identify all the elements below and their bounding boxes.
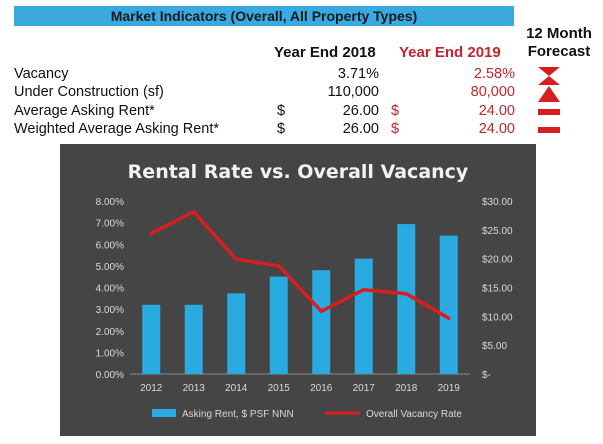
forecast-header: 12 Month Forecast (516, 25, 602, 61)
dash-flat-icon (538, 109, 560, 115)
currency-2018: $ (277, 103, 286, 119)
y-right-tick-label: $20.00 (482, 255, 513, 266)
x-tick-label: 2019 (438, 383, 461, 394)
bar-asking-rent (142, 304, 161, 374)
y-right-tick-label: $25.00 (482, 226, 513, 237)
indicator-label: Vacancy (14, 66, 69, 82)
value-2018: 3.71% (337, 66, 379, 82)
y-left-tick-label: 6.00% (96, 240, 124, 251)
bar-asking-rent (184, 304, 203, 374)
chart-panel: Rental Rate vs. Overall Vacancy 0.00% 1.00… (60, 144, 536, 436)
bar-asking-rent (439, 235, 458, 374)
y-left-tick-label: 2.00% (96, 327, 124, 338)
legend-label-asking-rent: Asking Rent, $ PSF NNN (182, 409, 294, 420)
value-2018: 26.00 (342, 121, 379, 137)
y-left-tick-label: 1.00% (96, 348, 124, 359)
legend-swatch-asking-rent (152, 409, 176, 417)
y-right-tick-label: $5.00 (482, 341, 507, 352)
value-2019: 24.00 (478, 103, 515, 119)
column-header-2019: Year End 2019 (399, 44, 501, 61)
y-right-tick-label: $10.00 (482, 312, 513, 323)
y-right-tick-label: $15.00 (482, 284, 513, 295)
value-2019: 80,000 (470, 84, 515, 100)
y-left-tick-label: 0.00% (96, 370, 124, 381)
x-tick-label: 2014 (225, 383, 248, 394)
y-left-tick-label: 4.00% (96, 284, 124, 295)
bar-asking-rent (227, 293, 246, 374)
x-tick-label: 2013 (183, 383, 206, 394)
forecast-header-line2: Forecast (527, 43, 591, 60)
dash-flat-icon (538, 127, 560, 133)
indicator-label: Weighted Average Asking Rent* (14, 121, 220, 137)
bar-asking-rent (269, 276, 288, 374)
y-right-tick-label: $30.00 (482, 197, 513, 208)
chart-svg: Rental Rate vs. Overall Vacancy 0.00% 1.00… (96, 161, 513, 420)
y-left-tick-label: 7.00% (96, 219, 124, 230)
bar-asking-rent (397, 224, 416, 374)
currency-2019: $ (391, 103, 400, 119)
chart-title: Rental Rate vs. Overall Vacancy (128, 161, 469, 183)
column-header-2018: Year End 2018 (274, 44, 376, 61)
indicator-row: Weighted Average Asking Rent* $26.00 $24.0… (0, 121, 603, 140)
hourglass-down-icon (538, 67, 560, 85)
currency-2019: $ (391, 121, 400, 137)
y-right-tick-label: $- (482, 370, 491, 381)
y-left-tick-label: 5.00% (96, 262, 124, 273)
x-tick-label: 2018 (395, 383, 418, 394)
indicator-label: Average Asking Rent* (14, 103, 155, 119)
value-2019: 24.00 (478, 121, 515, 137)
indicator-row: Average Asking Rent* $26.00 $24.00 (0, 103, 603, 122)
x-tick-label: 2015 (268, 383, 291, 394)
bar-asking-rent (312, 270, 331, 374)
market-indicators-banner: Market Indicators (Overall, All Property… (14, 6, 514, 26)
x-tick-label: 2017 (353, 383, 376, 394)
value-2018: 26.00 (342, 103, 379, 119)
line-overall-vacancy-rate (149, 210, 451, 320)
legend-label-vacancy-rate: Overall Vacancy Rate (366, 409, 462, 420)
indicator-row: Under Construction (sf) 110,000 80,000 (0, 84, 603, 103)
indicator-label: Under Construction (sf) (14, 84, 164, 100)
indicator-row: Vacancy 3.71% 2.58% (0, 66, 603, 85)
forecast-header-line1: 12 Month (526, 25, 592, 42)
x-tick-label: 2016 (310, 383, 333, 394)
triangle-up-icon (538, 86, 560, 102)
x-tick-label: 2012 (140, 383, 163, 394)
y-left-tick-label: 3.00% (96, 305, 124, 316)
bar-asking-rent (354, 258, 373, 374)
y-left-tick-label: 8.00% (96, 197, 124, 208)
value-2019: 2.58% (473, 66, 515, 82)
value-2018: 110,000 (327, 84, 379, 100)
currency-2018: $ (277, 121, 286, 137)
